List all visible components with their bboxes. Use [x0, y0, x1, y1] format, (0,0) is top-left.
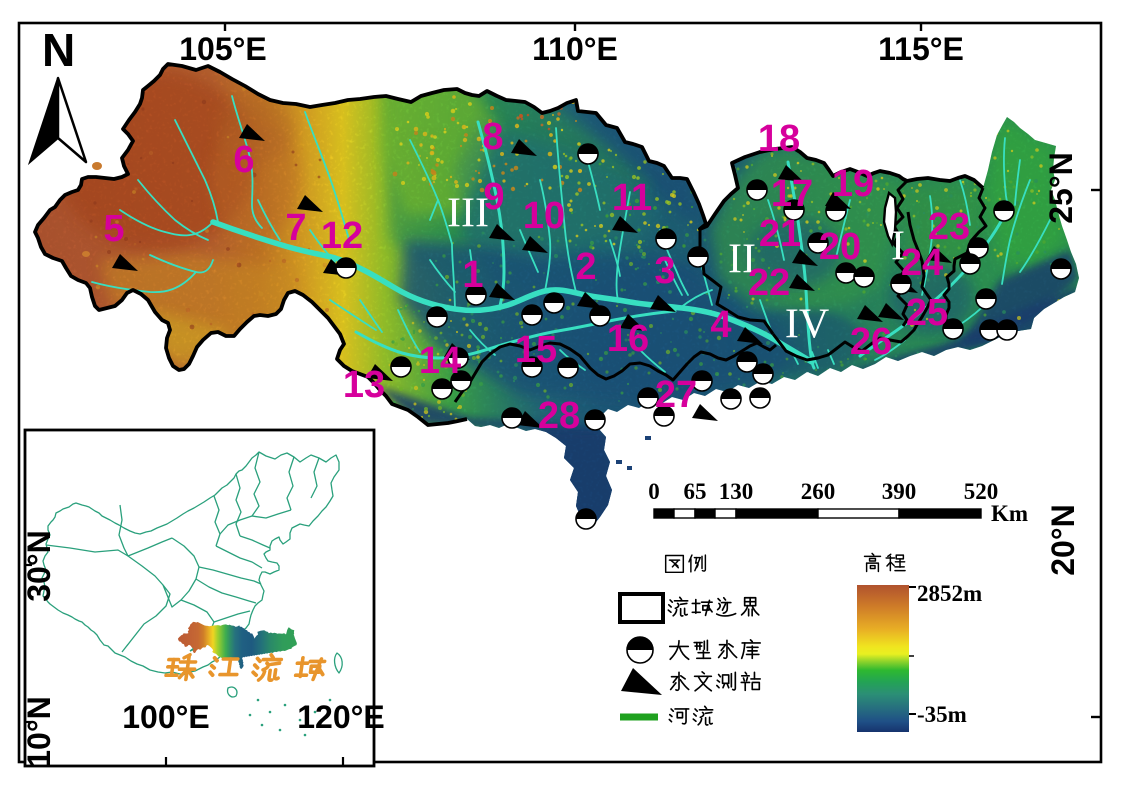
svg-text:IV: IV: [785, 302, 829, 348]
svg-text:1: 1: [462, 254, 483, 296]
svg-text:25: 25: [906, 292, 948, 334]
svg-text:12: 12: [321, 215, 363, 257]
svg-text:26: 26: [850, 321, 892, 363]
svg-text:130: 130: [719, 479, 754, 504]
svg-text:4: 4: [710, 304, 731, 346]
svg-text:65: 65: [684, 479, 707, 504]
svg-text:17: 17: [771, 173, 813, 215]
svg-text:13: 13: [343, 364, 385, 406]
svg-text:100°E: 100°E: [122, 699, 210, 735]
svg-text:390: 390: [882, 479, 917, 504]
svg-text:6: 6: [233, 139, 254, 181]
svg-text:20°N: 20°N: [1045, 504, 1081, 576]
svg-text:23: 23: [928, 206, 970, 248]
svg-text:10°N: 10°N: [21, 696, 57, 768]
svg-text:105°E: 105°E: [179, 31, 267, 67]
svg-text:27: 27: [655, 374, 697, 416]
svg-text:28: 28: [538, 395, 580, 437]
svg-text:10: 10: [523, 195, 565, 237]
svg-text:7: 7: [285, 207, 306, 249]
svg-text:24: 24: [901, 242, 943, 284]
svg-text:8: 8: [482, 116, 503, 158]
svg-text:III: III: [447, 191, 489, 237]
svg-text:I: I: [891, 224, 905, 270]
svg-text:Km: Km: [991, 501, 1028, 526]
svg-text:9: 9: [483, 176, 504, 218]
svg-text:20: 20: [819, 226, 861, 268]
svg-text:-35m: -35m: [917, 702, 967, 727]
svg-text:0: 0: [648, 479, 660, 504]
svg-text:25°N: 25°N: [1043, 152, 1079, 224]
svg-text:15: 15: [515, 329, 557, 371]
svg-text:18: 18: [758, 118, 800, 160]
svg-text:30°N: 30°N: [21, 530, 57, 602]
svg-text:120°E: 120°E: [297, 699, 385, 735]
svg-text:19: 19: [832, 163, 874, 205]
svg-text:520: 520: [964, 479, 999, 504]
svg-text:110°E: 110°E: [532, 31, 618, 67]
svg-text:5: 5: [103, 208, 124, 250]
svg-text:2: 2: [575, 246, 596, 288]
svg-text:II: II: [728, 237, 756, 283]
svg-text:14: 14: [419, 340, 461, 382]
svg-text:N: N: [42, 24, 75, 76]
svg-text:21: 21: [759, 213, 801, 255]
svg-text:3: 3: [654, 250, 675, 292]
svg-text:11: 11: [612, 177, 652, 219]
svg-text:22: 22: [748, 262, 790, 304]
svg-text:2852m: 2852m: [917, 581, 982, 606]
svg-text:260: 260: [801, 479, 836, 504]
svg-text:115°E: 115°E: [878, 31, 964, 67]
svg-text:16: 16: [607, 318, 649, 360]
